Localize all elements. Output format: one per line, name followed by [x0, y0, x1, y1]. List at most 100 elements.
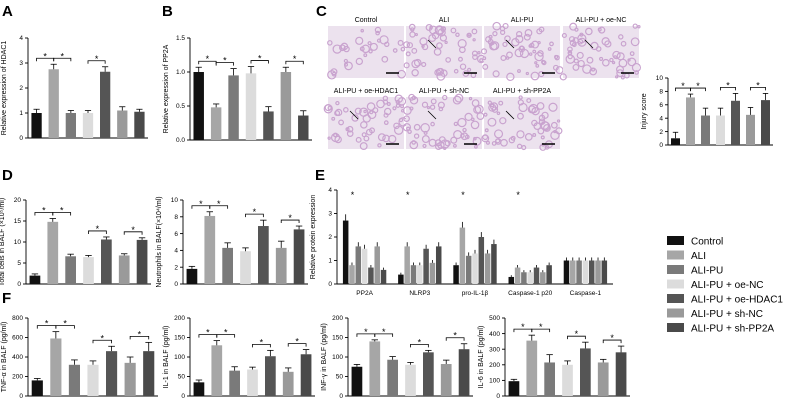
- bar-F2-5: [282, 371, 294, 396]
- tissue-alveolus: [421, 44, 425, 48]
- tissue-alveolus: [359, 46, 365, 52]
- tissue-alveolus: [458, 46, 466, 54]
- x-tick-label: pro-IL-1β: [462, 290, 489, 297]
- bar-F2-3: [247, 369, 258, 396]
- tissue-alveolus: [579, 32, 584, 37]
- tissue-alveolus: [516, 143, 523, 149]
- sig-bracket: [216, 334, 236, 338]
- tissue-alveolus: [430, 121, 435, 127]
- tissue-alveolus: [609, 57, 614, 63]
- tissue-alveolus: [472, 54, 478, 61]
- sig-star: *: [453, 331, 457, 341]
- tissue-alveolus: [472, 38, 476, 42]
- bar-B-3: [245, 73, 257, 140]
- tissue-alveolus: [532, 49, 537, 54]
- y-tick-label: 0: [174, 281, 178, 288]
- sig-bracket: [209, 205, 229, 209]
- chart-F3: 0 50 100 150 200 INF-γ in BALF (pg/ml) * * * *: [321, 315, 473, 400]
- y-tick-label: 3: [328, 211, 332, 218]
- tissue-alveolus: [634, 70, 639, 75]
- tissue-alveolus: [620, 75, 625, 80]
- tissue-alveolus: [537, 127, 545, 135]
- sig-star: *: [610, 333, 614, 343]
- bar-F1-6: [143, 351, 155, 396]
- tissue-alveolus: [476, 112, 485, 121]
- bar-F3-6: [458, 349, 470, 396]
- bar-B-6: [298, 115, 309, 140]
- tissue-alveolus: [400, 46, 406, 52]
- tissue-alveolus: [543, 124, 551, 132]
- histology-title-3: ALI-PU + oe-NC: [576, 17, 627, 24]
- tissue-alveolus: [409, 140, 419, 150]
- bar-A-3: [82, 113, 94, 138]
- y-tick-label: 10: [171, 197, 179, 204]
- tissue-alveolus: [489, 102, 499, 111]
- tissue-alveolus: [397, 39, 404, 46]
- tissue-alveolus: [630, 37, 640, 47]
- legend-label: ALI-PU + sh-PP2A: [691, 324, 774, 335]
- y-tick-label: 2: [659, 129, 663, 136]
- tissue-alveolus: [510, 135, 516, 141]
- bar-B-0: [193, 72, 204, 140]
- tissue-alveolus: [355, 36, 364, 45]
- sig-star: *: [258, 54, 262, 64]
- legend-item-4: ALI-PU + oe-HDAC1: [667, 294, 783, 306]
- bar-E-1-6: [435, 246, 442, 284]
- bar-E-0-0: [342, 220, 349, 284]
- tissue-alveolus: [548, 102, 558, 112]
- bar-E-2-2: [465, 255, 472, 284]
- histology-title-6: ALI-PU + sh-PP2A: [493, 88, 551, 95]
- tissue-alveolus: [355, 136, 362, 143]
- tissue-alveolus: [541, 111, 549, 119]
- y-tick-label: 0: [181, 393, 185, 400]
- sig-bracket: [87, 60, 106, 64]
- tissue-alveolus: [568, 50, 572, 54]
- tissue-alveolus: [595, 46, 602, 52]
- legend: Control ALI ALI-PU ALI-PU + oe-NC ALI-PU + o…: [667, 236, 783, 335]
- y-tick-label: 4: [659, 115, 663, 122]
- sig-star: *: [260, 337, 264, 347]
- tissue-alveolus: [374, 26, 382, 34]
- bar-F4-5: [597, 362, 609, 396]
- sig-bracket: [285, 60, 304, 65]
- legend-item-0: Control: [667, 236, 723, 248]
- y-axis-label-E: Relative protein expression: [310, 195, 317, 280]
- bar-D2-2: [222, 247, 233, 284]
- histology-tile-6: ALI-PU + sh-PP2A: [481, 88, 563, 151]
- histology-title-0: Control: [355, 17, 378, 24]
- tissue-alveolus: [613, 55, 617, 59]
- tissue-alveolus: [369, 42, 378, 51]
- y-tick-label: 0: [328, 281, 332, 288]
- sig-star: *: [60, 205, 64, 215]
- sig-bracket: [280, 219, 300, 224]
- sig-bracket: [53, 57, 72, 62]
- tissue-alveolus: [554, 54, 559, 60]
- bar-D2-5: [275, 247, 287, 284]
- tissue-alveolus: [516, 130, 525, 139]
- bar-A-5: [117, 110, 128, 138]
- bar-E-1-2: [410, 265, 417, 284]
- sig-bracket: [602, 339, 622, 344]
- tissue-alveolus: [632, 23, 638, 29]
- tissue-alveolus: [506, 51, 513, 59]
- legend-swatch: [667, 236, 684, 245]
- histology-tile-1: ALI: [403, 17, 486, 81]
- tissue-alveolus: [402, 123, 412, 132]
- bar-E-4-0: [563, 260, 570, 284]
- bar-F4-4: [580, 348, 591, 396]
- sig-star: *: [43, 51, 47, 61]
- bar-F2-1: [211, 345, 223, 396]
- histology-tile-3: ALI-PU + oe-NC: [559, 17, 641, 81]
- bar-F1-4: [106, 351, 118, 396]
- tissue-alveolus: [477, 51, 481, 55]
- bar-B-1: [210, 107, 222, 140]
- chart-F1: 0 200 400 600 800 TNF-α in BALF (pg/ml) * * * *: [1, 315, 158, 400]
- tissue-alveolus: [502, 22, 509, 30]
- tissue-alveolus: [531, 107, 540, 116]
- bar-E-1-5: [429, 262, 436, 284]
- tissue-alveolus: [438, 106, 444, 112]
- bar-E-2-3: [472, 253, 478, 284]
- sig-star: *: [406, 190, 410, 200]
- tissue-alveolus: [629, 51, 635, 57]
- tissue-alveolus: [470, 120, 480, 130]
